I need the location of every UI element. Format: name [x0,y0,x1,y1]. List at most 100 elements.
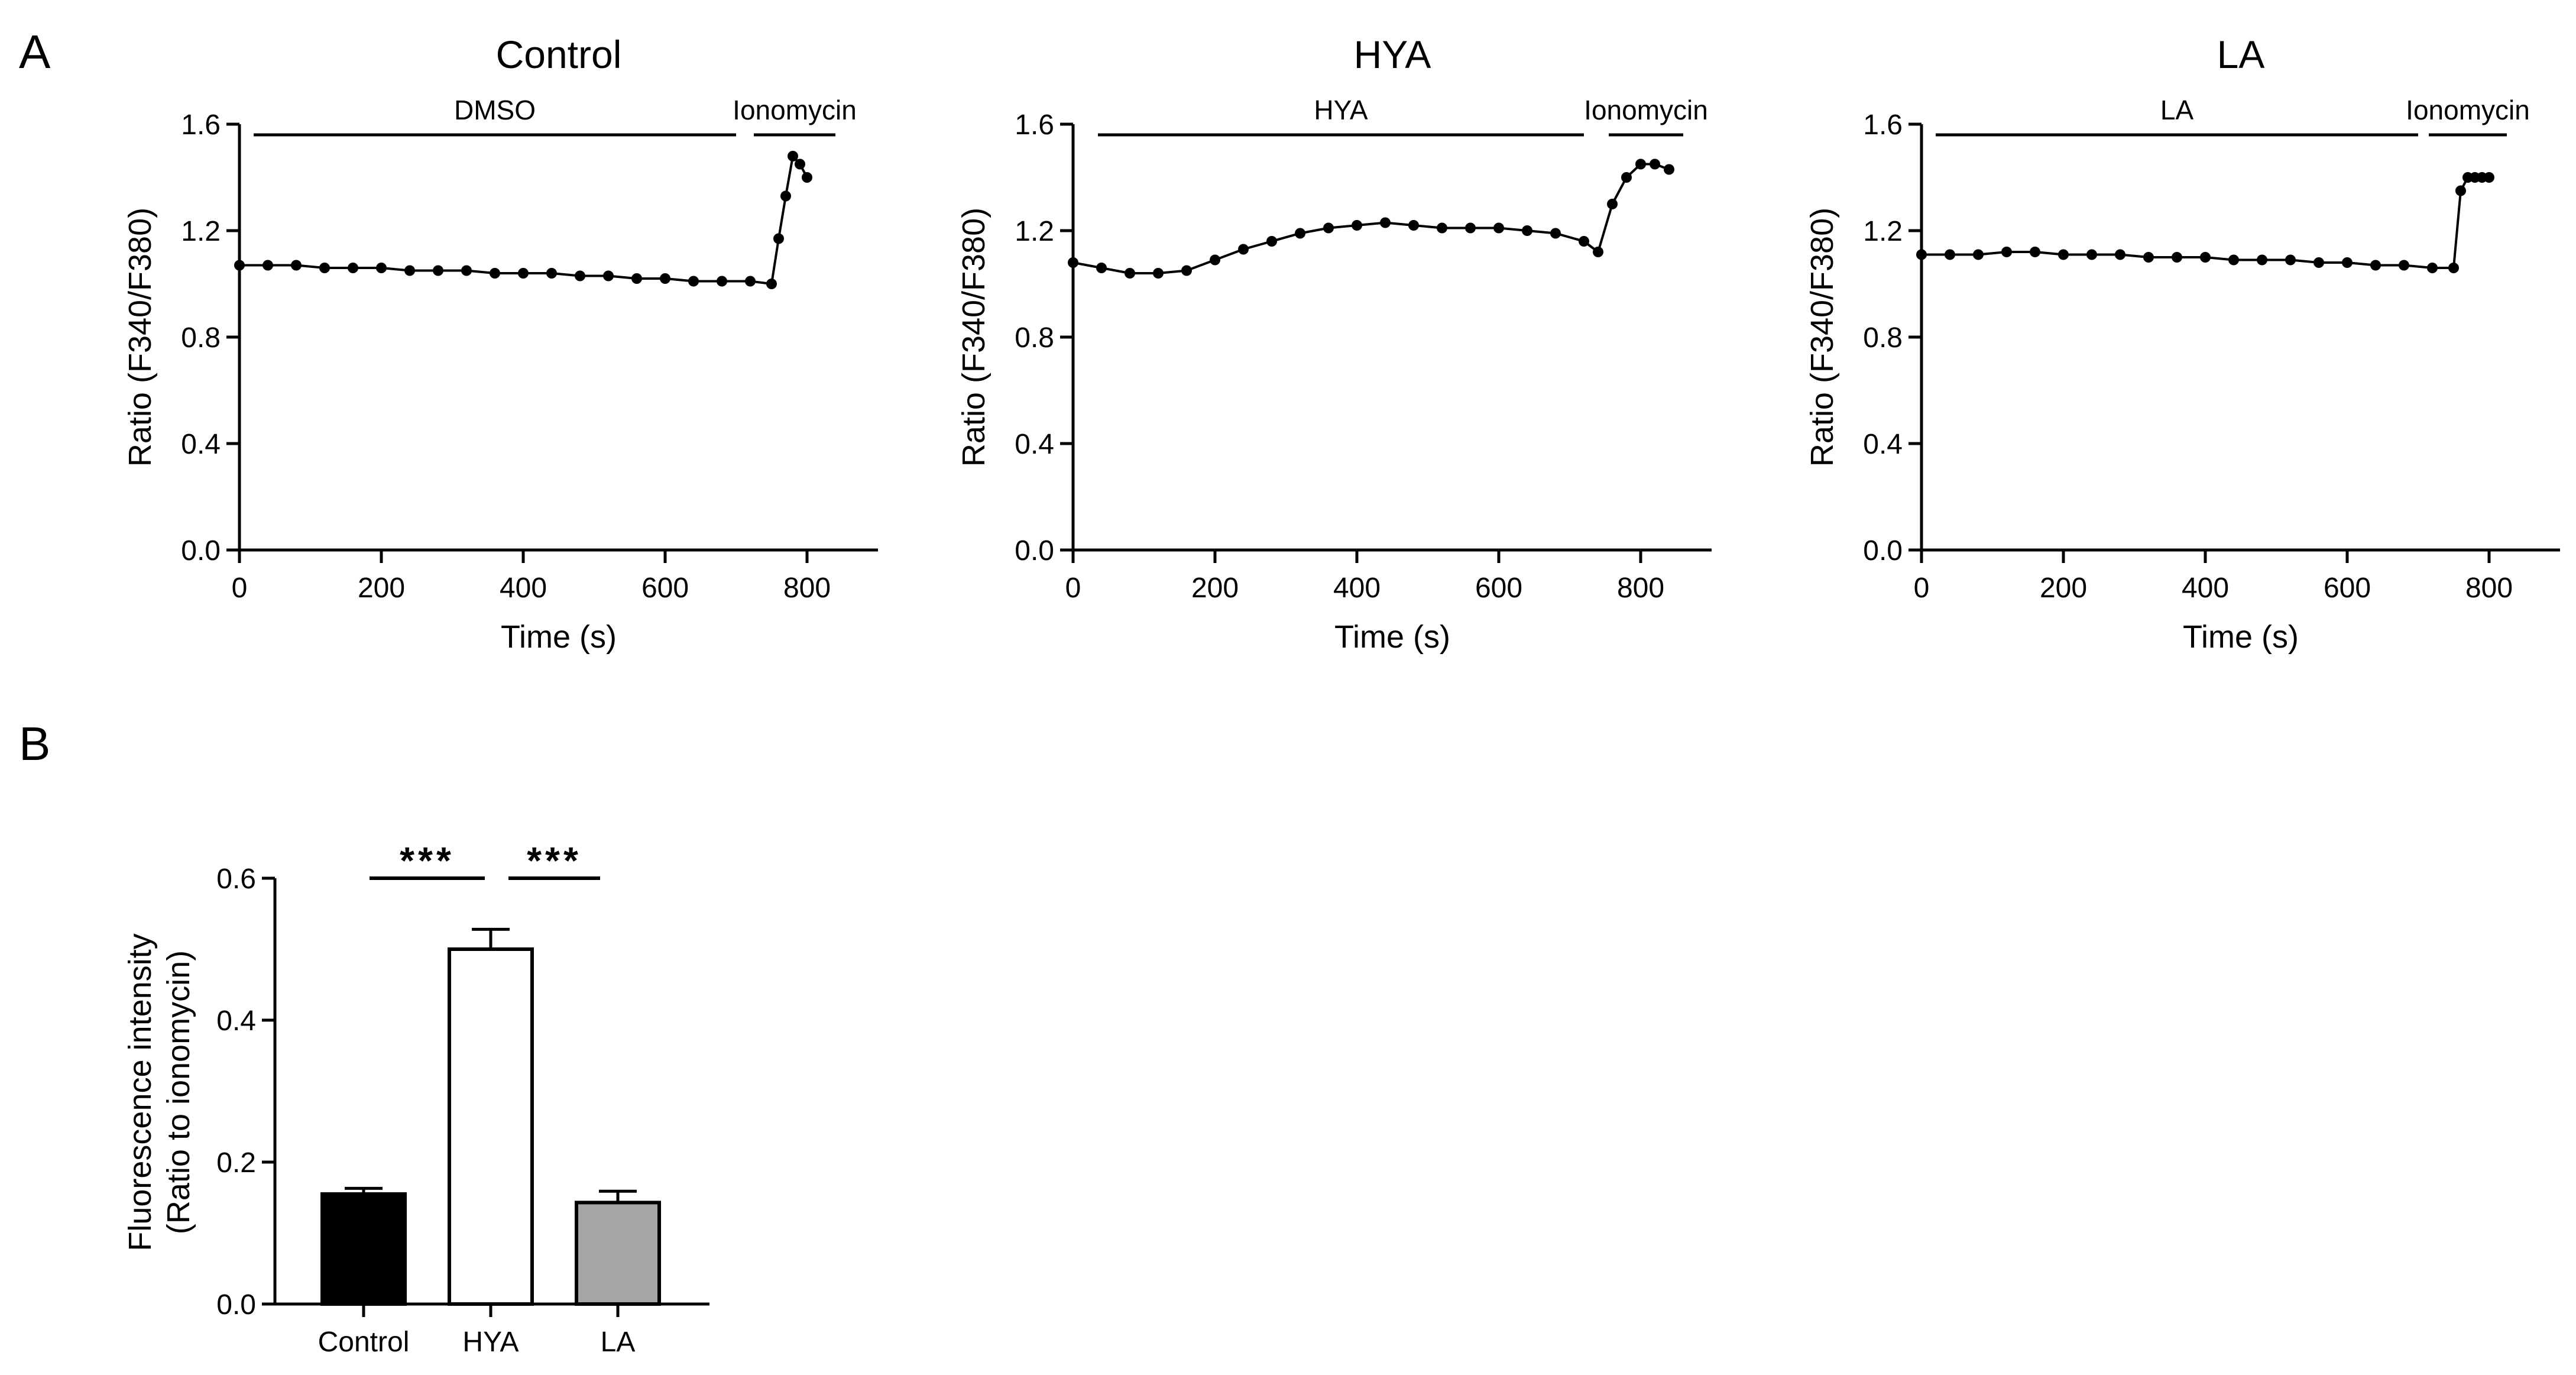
x-tick-label: 200 [1191,572,1239,604]
data-point [404,265,415,276]
hya-trace-chart: HYA Ratio (F340/F380) Time (s) 0.0 0.4 0.8… [956,33,1712,655]
data-point [2455,185,2466,196]
x-tick-label: 400 [2182,572,2229,604]
data-point [1579,236,1589,247]
data-point [1437,222,1447,234]
y-tick-label: 0.4 [181,429,221,460]
data-point [348,263,358,273]
y-tick-label: 1.6 [1015,109,1054,141]
y-tick-label: 0.6 [216,863,256,895]
data-point [1973,249,1984,260]
data-point [2228,254,2239,266]
data-point [1635,158,1646,170]
treatment-label: Ionomycin [733,95,857,125]
x-tick-label: 400 [500,572,547,604]
x-tick-label: 800 [2465,572,2513,604]
data-point [1493,222,1504,234]
data-point [2484,172,2494,183]
panel-letter-a: A [19,25,51,78]
data-point [291,260,302,271]
data-point [1068,257,1078,268]
data-point [780,190,791,202]
x-axis-label: Time (s) [2183,619,2299,655]
data-point [2001,247,2012,257]
data-point [688,276,699,287]
data-point [773,233,784,244]
data-point [263,260,273,271]
data-point [1621,172,1632,183]
data-point [2143,252,2154,263]
data-point [795,158,805,170]
data-point [1408,220,1419,231]
y-tick-label: 0.0 [1863,535,1903,567]
data-point [717,276,727,287]
data-point [1607,199,1618,209]
data-point [2200,252,2211,263]
data-point [1664,164,1674,175]
y-tick-label: 0.8 [181,322,221,354]
data-point [1380,217,1391,228]
x-tick-label: 400 [1333,572,1381,604]
data-point [518,268,529,279]
y-tick-label: 0.0 [216,1289,256,1321]
treatment-label: Ionomycin [1584,95,1708,125]
data-point [2086,249,2097,260]
x-tick-label: 600 [1475,572,1522,604]
data-point [2399,260,2409,271]
data-point [766,279,777,289]
data-point [490,268,500,279]
data-point [1153,268,1164,279]
treatment-label: Ionomycin [2406,95,2530,125]
chart-title: Control [496,33,622,76]
y-tick-label: 0.4 [216,1005,256,1037]
data-point [2115,249,2125,260]
data-point [660,273,670,284]
y-tick-label: 0.4 [1863,429,1903,460]
panel-letter-b: B [19,717,50,770]
data-point [2172,252,2182,263]
treatment-label: LA [2160,95,2194,125]
data-point [1125,268,1135,279]
data-point [1522,225,1532,236]
x-tick-label: HYA [462,1327,519,1358]
bar-control [320,1192,407,1306]
chart-title: LA [2217,33,2265,76]
data-point [2285,254,2296,266]
data-point [1238,244,1249,255]
x-tick-label: 600 [2324,572,2371,604]
data-point [461,265,472,276]
data-point [1295,228,1305,239]
x-axis-label: Time (s) [1334,619,1450,655]
y-tick-label: 0.0 [181,535,221,567]
x-tick-label: 0 [1914,572,1930,604]
x-axis-label: Time (s) [501,619,617,655]
data-point [2342,257,2353,268]
data-point [1465,222,1476,234]
x-tick-label: 200 [2040,572,2087,604]
treatment-label: DMSO [454,95,536,125]
data-point [1210,254,1220,266]
data-point [376,263,387,273]
data-point [1323,222,1334,234]
bar-la [575,1201,661,1306]
x-tick-label: 800 [783,572,831,604]
y-axis-label: Ratio (F340/F380) [122,208,158,467]
x-tick-label: 800 [1617,572,1664,604]
bar-hya [448,947,534,1306]
y-tick-label: 0.2 [216,1147,256,1179]
chart-title: HYA [1354,33,1431,76]
x-tick-label: 0 [232,572,248,604]
significance-stars: *** [527,839,582,882]
data-point [2257,254,2267,266]
data-point [1266,236,1277,247]
data-point [603,270,614,282]
y-tick-label: 0.8 [1863,322,1903,354]
x-tick-label: 200 [358,572,405,604]
y-tick-label: 1.6 [181,109,221,141]
y-tick-label: 0.4 [1015,429,1054,460]
x-tick-label: 600 [641,572,689,604]
data-point [234,260,245,271]
series-line [1072,163,1670,274]
data-point [2030,247,2040,257]
